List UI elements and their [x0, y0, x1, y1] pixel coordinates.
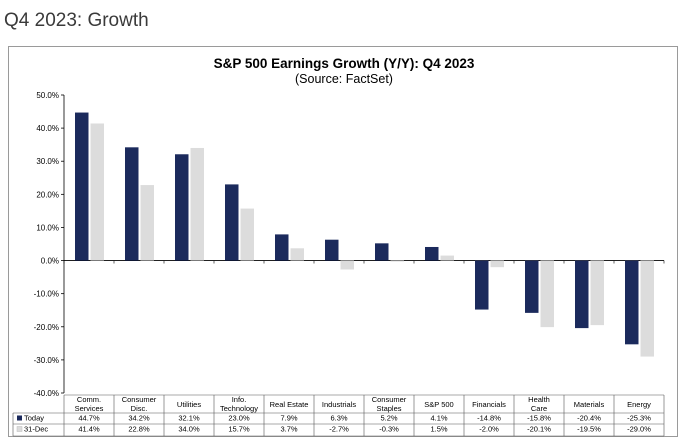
bar-31-dec [190, 147, 204, 261]
y-tick-label: -40.0% [34, 389, 59, 398]
data-label: 44.7% [78, 414, 100, 423]
data-label: -20.4% [577, 414, 601, 423]
bar-31-dec [240, 208, 254, 261]
bar-today [425, 246, 439, 261]
bar-31-dec [290, 248, 304, 261]
data-label: -19.5% [577, 425, 601, 434]
bar-today [525, 260, 539, 313]
x-category-label: Disc. [131, 404, 148, 413]
legend-key-today [17, 415, 22, 421]
data-label: -20.1% [527, 425, 551, 434]
x-category-label: S&P 500 [424, 400, 453, 409]
legend-key-31-dec [16, 426, 23, 432]
bar-today [575, 260, 589, 329]
page-title: Q4 2023: Growth [4, 10, 149, 31]
x-category-label: Info. [232, 395, 247, 404]
data-label: 34.0% [178, 425, 200, 434]
chart-frame: S&P 500 Earnings Growth (Y/Y): Q4 2023 (… [8, 46, 678, 437]
data-label: -0.3% [379, 425, 399, 434]
data-label: -14.8% [477, 414, 501, 423]
chart-subtitle: (Source: FactSet) [295, 72, 393, 86]
data-label: -2.7% [329, 425, 349, 434]
earnings-growth-chart: S&P 500 Earnings Growth (Y/Y): Q4 2023 (… [12, 56, 665, 437]
y-tick-label: 30.0% [36, 157, 59, 166]
data-label: -2.0% [479, 425, 499, 434]
bar-today [175, 154, 189, 261]
bar-today [625, 260, 639, 345]
x-category-label: Energy [627, 400, 651, 409]
bar-31-dec [540, 260, 554, 328]
x-category-label: Consumer [372, 395, 407, 404]
x-category-label: Comm. [77, 395, 101, 404]
x-category-label: Services [75, 404, 104, 413]
x-category-label: Real Estate [270, 400, 309, 409]
data-label: 4.1% [430, 414, 447, 423]
y-tick-label: -30.0% [34, 356, 59, 365]
x-category-label: Utilities [177, 400, 201, 409]
x-category-label: Health [528, 395, 550, 404]
y-tick-label: 50.0% [36, 91, 59, 100]
data-label: 23.0% [228, 414, 250, 423]
data-label: 1.5% [430, 425, 447, 434]
data-label: -15.8% [527, 414, 551, 423]
data-label: 7.9% [280, 414, 297, 423]
bar-today [225, 184, 239, 261]
legend-label-today: Today [24, 414, 44, 423]
x-category-label: Technology [220, 404, 258, 413]
bar-31-dec [390, 260, 404, 262]
bar-31-dec [640, 260, 654, 357]
bar-31-dec [90, 123, 104, 261]
y-tick-label: 20.0% [36, 190, 59, 199]
bar-today [75, 112, 89, 261]
bar-31-dec [440, 255, 454, 261]
bar-today [125, 147, 139, 261]
x-category-label: Industrials [322, 400, 356, 409]
bar-31-dec [590, 260, 604, 326]
x-category-label: Care [531, 404, 547, 413]
bar-31-dec [140, 185, 154, 261]
data-label: -25.3% [627, 414, 651, 423]
legend-label-31-dec: 31-Dec [24, 425, 48, 434]
data-label: 6.3% [330, 414, 347, 423]
x-category-label: Financials [472, 400, 506, 409]
bar-31-dec [490, 260, 504, 268]
bar-today [325, 239, 339, 261]
x-category-label: Consumer [122, 395, 157, 404]
data-label: 3.7% [280, 425, 297, 434]
bar-31-dec [340, 260, 354, 270]
y-tick-label: 0.0% [41, 257, 59, 266]
data-label: -29.0% [627, 425, 651, 434]
bar-today [475, 260, 489, 310]
data-label: 5.2% [380, 414, 397, 423]
y-tick-label: 40.0% [36, 124, 59, 133]
data-label: 32.1% [178, 414, 200, 423]
data-label: 41.4% [78, 425, 100, 434]
bar-today [375, 243, 389, 261]
data-label: 22.8% [128, 425, 150, 434]
x-category-label: Staples [376, 404, 401, 413]
x-category-label: Materials [574, 400, 605, 409]
bar-today [275, 234, 289, 261]
chart-title: S&P 500 Earnings Growth (Y/Y): Q4 2023 [214, 56, 475, 71]
y-tick-label: 10.0% [36, 223, 59, 232]
data-label: 34.2% [128, 414, 150, 423]
y-tick-label: -10.0% [34, 290, 59, 299]
y-tick-label: -20.0% [34, 323, 59, 332]
data-label: 15.7% [228, 425, 250, 434]
